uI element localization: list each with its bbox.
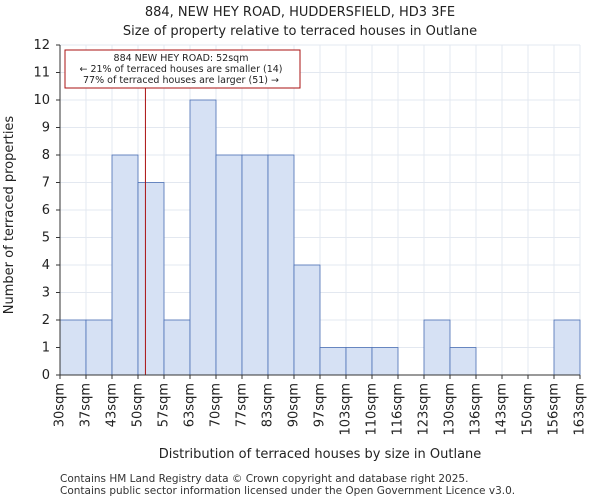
x-tick-label: 130sqm xyxy=(443,383,458,436)
histogram-bar xyxy=(241,154,269,376)
histogram-bar xyxy=(371,347,399,376)
x-tick-labels: 30sqm 37sqm 43sqm 50sqm 57sqm 63sqm 70sqm 77sqm… xyxy=(53,383,588,436)
annotation-frame xyxy=(64,49,301,89)
histogram-bar xyxy=(267,154,295,376)
x-tick-label: 77sqm xyxy=(235,383,250,427)
histogram-bar xyxy=(423,319,451,376)
bars xyxy=(59,99,581,376)
y-tick-label: 2 xyxy=(42,313,50,328)
y-axis-label: Number of terraced properties xyxy=(2,116,17,315)
y-tick-label: 3 xyxy=(42,286,50,301)
footer-line-2: Contains public sector information licen… xyxy=(60,485,515,497)
x-tick-label: 70sqm xyxy=(209,383,224,427)
y-tick-label: 5 xyxy=(42,231,50,246)
x-tick-label: 156sqm xyxy=(547,383,562,436)
x-tick-label: 50sqm xyxy=(131,383,146,427)
x-tick-label: 37sqm xyxy=(79,383,94,427)
histogram-bar xyxy=(163,319,191,376)
x-tick-label: 63sqm xyxy=(183,383,198,427)
annotation-line-1: 884 NEW HEY ROAD: 52sqm xyxy=(114,53,249,64)
y-tick-label: 9 xyxy=(42,121,50,136)
histogram-bar xyxy=(189,99,217,376)
histogram-bar xyxy=(85,319,113,376)
histogram-bar xyxy=(293,264,321,376)
histogram-bar xyxy=(137,182,165,376)
y-tick-label: 1 xyxy=(42,341,50,356)
chart-title: 884, NEW HEY ROAD, HUDDERSFIELD, HD3 3FE xyxy=(145,5,455,20)
y-tick-label: 8 xyxy=(42,148,50,163)
x-tick-label: 116sqm xyxy=(391,383,406,436)
axes xyxy=(56,44,581,379)
x-tick-label: 136sqm xyxy=(469,383,484,436)
y-tick-label: 6 xyxy=(42,203,50,218)
y-tick-label: 12 xyxy=(33,38,50,53)
histogram-bar xyxy=(345,347,373,376)
chart-subtitle: Size of property relative to terraced ho… xyxy=(123,24,477,39)
y-tick-label: 10 xyxy=(33,93,50,108)
annotation-line-2: ← 21% of terraced houses are smaller (14… xyxy=(79,64,282,75)
x-tick-label: 123sqm xyxy=(417,383,432,436)
histogram-bar xyxy=(111,154,139,376)
y-tick-label: 0 xyxy=(42,368,50,383)
histogram-bar xyxy=(59,319,87,376)
histogram-bar xyxy=(319,347,347,376)
x-tick-label: 90sqm xyxy=(287,383,302,427)
x-tick-label: 103sqm xyxy=(339,383,354,436)
x-tick-label: 143sqm xyxy=(495,383,510,436)
x-tick-label: 57sqm xyxy=(157,383,172,427)
x-axis-label: Distribution of terraced houses by size … xyxy=(159,447,482,462)
histogram-bar xyxy=(553,319,581,376)
annotation-box: 884 NEW HEY ROAD: 52sqm ← 21% of terrace… xyxy=(64,49,301,89)
x-tick-label: 163sqm xyxy=(573,383,588,436)
histogram-bar xyxy=(449,347,477,376)
y-tick-label: 4 xyxy=(42,258,50,273)
x-tick-label: 97sqm xyxy=(313,383,328,427)
histogram-bar xyxy=(215,154,243,376)
x-tick-label: 150sqm xyxy=(521,383,536,436)
x-tick-label: 83sqm xyxy=(261,383,276,427)
footer-line-1: Contains HM Land Registry data © Crown c… xyxy=(60,473,468,485)
y-tick-label: 11 xyxy=(33,66,50,81)
annotation-line-3: 77% of terraced houses are larger (51) → xyxy=(83,75,279,86)
x-tick-label: 43sqm xyxy=(105,383,120,427)
x-tick-label: 30sqm xyxy=(53,383,68,427)
x-tick-label: 110sqm xyxy=(365,383,380,436)
y-tick-label: 7 xyxy=(42,176,50,191)
